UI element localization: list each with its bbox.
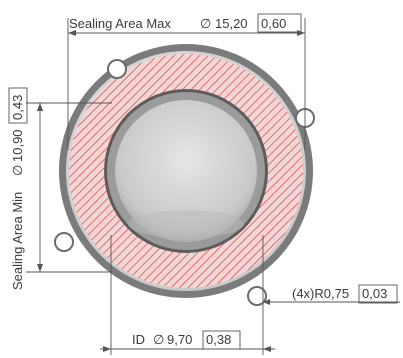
sealing-area-max-alt-frame [257, 13, 302, 33]
sealing-area-max-alt-value: 0,60 [261, 16, 286, 31]
bore [115, 100, 257, 242]
id-alt-frame [202, 330, 241, 350]
id-alt-value: 0,38 [206, 332, 231, 347]
diameter-symbol-min: ∅ [10, 165, 25, 176]
sealing-area-min-alt-value: 0,43 [10, 95, 25, 120]
diameter-symbol-id: ∅ [153, 332, 164, 347]
notch-radius-label: (4x)R0,75 [292, 286, 349, 301]
dimension-notch-radius: (4x)R0,75 0,03 [263, 284, 400, 305]
notch-radius-alt-frame [358, 284, 398, 304]
notch-top-left [107, 59, 127, 79]
sealing-area-min-value: 10,90 [10, 129, 25, 162]
sealing-area-max-value: 15,20 [215, 16, 248, 31]
sealing-area-max-label: Sealing Area Max [69, 16, 171, 31]
dimension-sealing-area-max: Sealing Area Max ∅ 15,20 0,60 [67, 13, 306, 150]
sealing-area-min-alt-frame [8, 87, 28, 124]
diameter-symbol-max: ∅ [200, 16, 211, 31]
id-label: ID [132, 332, 145, 347]
notch-radius-alt-value: 0,03 [362, 286, 387, 301]
dimension-sealing-area-min: Sealing Area Min ∅ 10,90 0,43 [8, 87, 112, 290]
sealing-area-min-label: Sealing Area Min [10, 192, 25, 290]
notch-left [54, 232, 74, 252]
dimension-inner-diameter: ID ∅ 9,70 0,38 [100, 235, 275, 355]
seal-body [54, 44, 315, 306]
notch-bottom-right [247, 286, 267, 306]
id-value: 9,70 [167, 332, 192, 347]
bore-shadow [128, 210, 244, 238]
